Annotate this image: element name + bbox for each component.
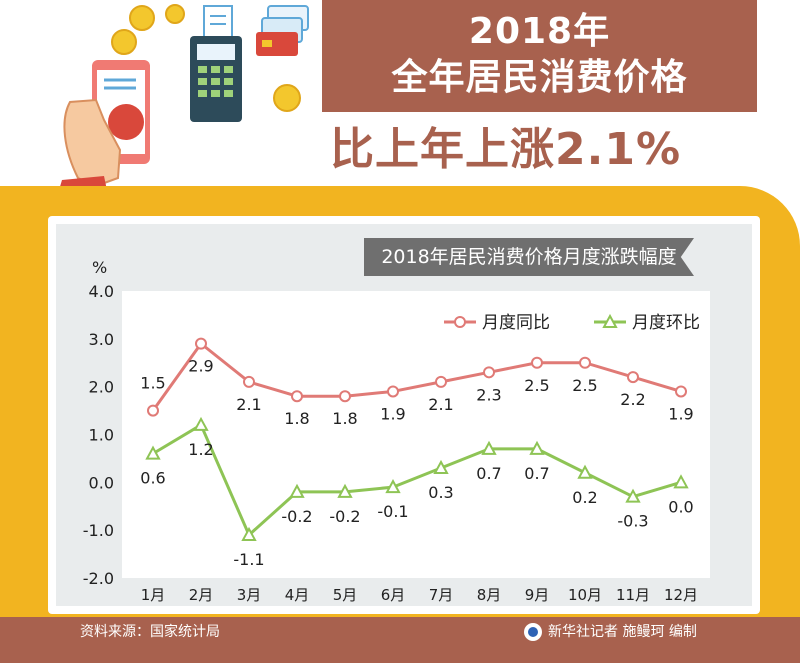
x-tick-label: 12月 xyxy=(664,586,698,604)
data-label: 1.8 xyxy=(332,409,357,428)
page-title: 全年居民消费价格 xyxy=(391,57,688,98)
data-point xyxy=(241,526,257,541)
x-tick-label: 3月 xyxy=(237,586,262,604)
x-tick-label: 4月 xyxy=(285,586,310,604)
data-point xyxy=(435,375,447,388)
x-tick-label: 5月 xyxy=(333,586,358,604)
data-label: 1.8 xyxy=(284,409,309,428)
data-point xyxy=(577,464,593,479)
x-tick-label: 6月 xyxy=(381,586,406,604)
x-tick-label: 9月 xyxy=(525,586,550,604)
data-label: 1.5 xyxy=(140,374,165,393)
data-label: 1.9 xyxy=(380,404,405,423)
x-tick-label: 11月 xyxy=(616,586,650,604)
x-tick-label: 1月 xyxy=(141,586,166,604)
data-point xyxy=(385,479,401,494)
series-line-2 xyxy=(152,423,682,537)
card-icon xyxy=(256,32,298,56)
data-label: 0.2 xyxy=(572,488,597,507)
page-title-year: 2018年 xyxy=(468,11,611,52)
data-label: -1.1 xyxy=(233,550,264,569)
data-label: 2.3 xyxy=(476,385,501,404)
data-point xyxy=(193,416,209,431)
data-point xyxy=(337,483,353,498)
data-label: 0.7 xyxy=(476,464,501,483)
data-label: -0.1 xyxy=(377,502,408,521)
chart-title: 2018年居民消费价格月度涨跌幅度 xyxy=(364,238,694,276)
legend-label: 月度同比 xyxy=(482,313,550,333)
y-tick-label: 2.0 xyxy=(89,378,114,397)
y-tick-label: -2.0 xyxy=(83,569,114,588)
data-label: 2.5 xyxy=(572,376,597,395)
x-tick-label: 7月 xyxy=(429,586,454,604)
coin-icon xyxy=(273,84,301,112)
data-point xyxy=(675,385,687,398)
data-point xyxy=(529,440,545,455)
legend-label: 月度环比 xyxy=(632,313,700,333)
y-tick-label: -1.0 xyxy=(83,521,114,540)
data-label: 0.7 xyxy=(524,464,549,483)
coin-icon xyxy=(165,4,185,24)
plot-area xyxy=(122,291,710,578)
x-tick-label: 8月 xyxy=(477,586,502,604)
title-box: 2018年 全年居民消费价格 xyxy=(322,0,757,112)
data-point xyxy=(481,440,497,455)
data-point xyxy=(433,459,449,474)
data-point xyxy=(673,474,689,489)
data-point xyxy=(579,356,591,369)
data-label: -0.2 xyxy=(329,507,360,526)
y-tick-label: 3.0 xyxy=(89,330,114,349)
data-label: -0.3 xyxy=(617,512,648,531)
legend-marker xyxy=(602,313,618,328)
y-tick-label: 1.0 xyxy=(89,426,114,445)
x-tick-label: 10月 xyxy=(568,586,602,604)
data-label: 0.0 xyxy=(668,497,693,516)
data-point xyxy=(483,366,495,379)
data-label: 1.9 xyxy=(668,404,693,423)
footer: 资料来源：国家统计局 新华社记者 施鳗珂 编制 xyxy=(0,617,800,663)
data-point xyxy=(147,404,159,417)
footer-credit: 新华社记者 施鳗珂 编制 xyxy=(548,624,697,640)
data-label: 2.9 xyxy=(188,357,213,376)
data-point xyxy=(289,483,305,498)
data-point xyxy=(243,375,255,388)
data-point xyxy=(145,445,161,460)
coin-icon xyxy=(129,5,155,31)
footer-source: 资料来源：国家统计局 xyxy=(80,624,220,640)
y-tick-label: 0.0 xyxy=(89,473,114,492)
y-tick-label: 4.0 xyxy=(89,282,114,301)
data-point xyxy=(387,385,399,398)
hand-icon xyxy=(63,98,122,188)
data-label: 2.5 xyxy=(524,376,549,395)
data-point xyxy=(195,337,207,350)
y-axis-unit: % xyxy=(92,258,108,277)
data-label: 2.2 xyxy=(620,390,645,409)
data-label: 1.2 xyxy=(188,440,213,459)
data-label: 2.1 xyxy=(236,395,261,414)
coin-icon xyxy=(111,29,137,55)
legend-marker xyxy=(454,316,466,328)
data-point xyxy=(339,390,351,403)
series-line-1 xyxy=(151,342,682,412)
page-subtitle: 比上年上涨2.1% xyxy=(330,124,682,175)
x-tick-label: 2月 xyxy=(189,586,214,604)
data-point xyxy=(627,371,639,384)
data-point xyxy=(531,356,543,369)
data-label: 2.1 xyxy=(428,395,453,414)
xinhua-logo-icon xyxy=(524,623,542,641)
data-label: -0.2 xyxy=(281,507,312,526)
data-point xyxy=(291,390,303,403)
data-label: 0.6 xyxy=(140,469,165,488)
data-label: 0.3 xyxy=(428,483,453,502)
data-point xyxy=(625,488,641,503)
